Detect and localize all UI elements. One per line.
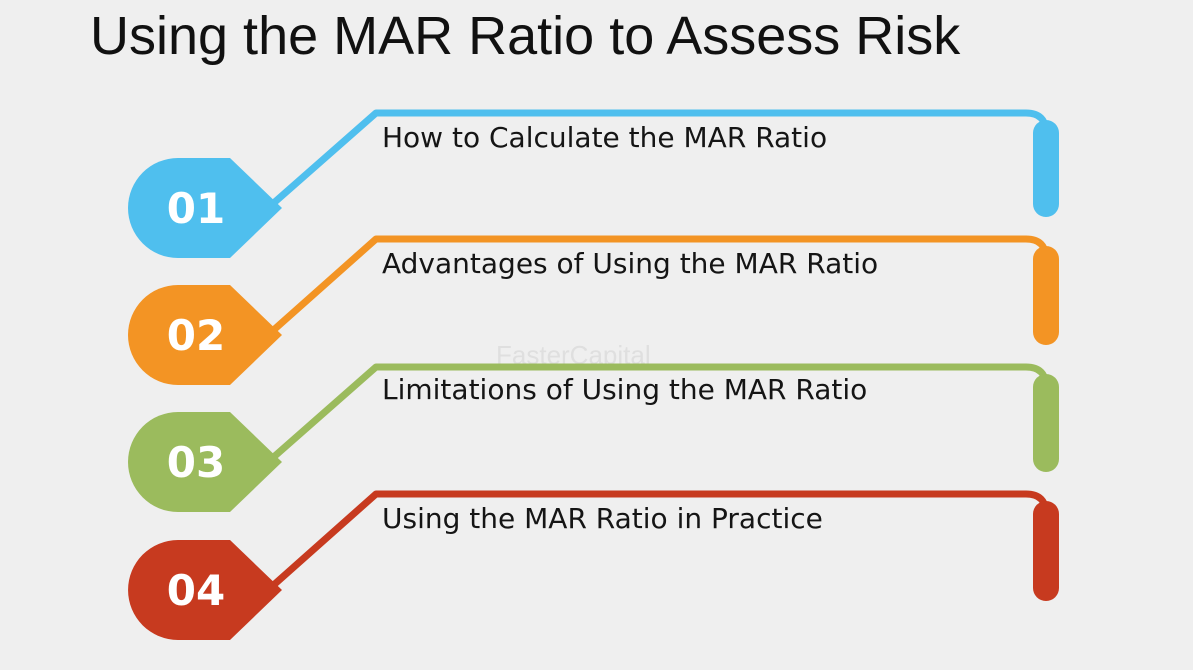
step-2-badge: 02 xyxy=(128,285,282,385)
step-1-connector xyxy=(264,109,1059,217)
step-3-connector xyxy=(264,363,1059,472)
step-1-label: How to Calculate the MAR Ratio xyxy=(382,121,828,154)
step-2-connector xyxy=(264,235,1059,345)
step-3-label: Limitations of Using the MAR Ratio xyxy=(382,373,868,406)
step-4-number: 04 xyxy=(167,566,225,615)
step-1-number: 01 xyxy=(167,184,225,233)
step-1-badge: 01 xyxy=(128,158,282,258)
step-3-badge: 03 xyxy=(128,412,282,512)
step-3-number: 03 xyxy=(167,438,225,487)
step-4-badge: 04 xyxy=(128,540,282,640)
step-2-number: 02 xyxy=(167,311,225,360)
step-2-label: Advantages of Using the MAR Ratio xyxy=(382,247,879,280)
step-4-connector xyxy=(264,490,1059,601)
page-title: Using the MAR Ratio to Assess Risk xyxy=(90,6,961,66)
step-4-label: Using the MAR Ratio in Practice xyxy=(382,502,823,535)
